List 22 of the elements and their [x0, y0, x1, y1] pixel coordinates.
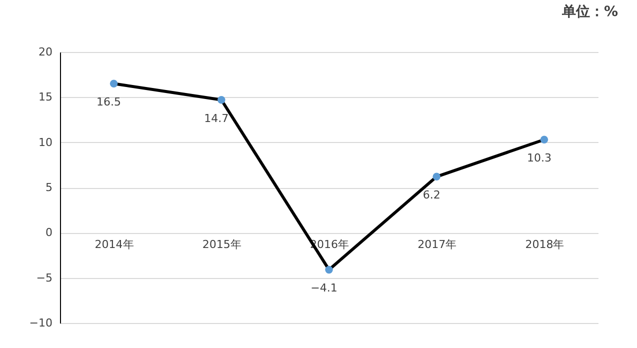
data-label: 10.3: [526, 152, 552, 165]
point: [110, 80, 118, 88]
y-tick-label: 10: [38, 136, 52, 149]
data-label: 16.5: [96, 96, 122, 109]
y-tick-label: 0: [46, 226, 52, 240]
y-tick-label: −5: [36, 271, 52, 284]
y-tick-label: 20: [38, 46, 52, 58]
x-tick-label: 2018年: [525, 238, 564, 252]
y-tick-label: −10: [29, 316, 52, 330]
point: [540, 136, 548, 144]
x-tick-label: 2015年: [202, 238, 242, 252]
data-label: −4.1: [310, 282, 338, 295]
data-label: 6.2: [422, 188, 440, 202]
y-tick-label: 15: [38, 90, 52, 104]
point: [432, 172, 440, 181]
point: [325, 266, 333, 274]
text: 单位：%: [560, 4, 618, 20]
x-tick-label: 2017年: [418, 238, 457, 252]
y-tick-label: 5: [46, 181, 52, 194]
point: [218, 96, 226, 104]
x-tick-label: 2014年: [94, 238, 134, 252]
data-label: 14.7: [204, 112, 229, 125]
